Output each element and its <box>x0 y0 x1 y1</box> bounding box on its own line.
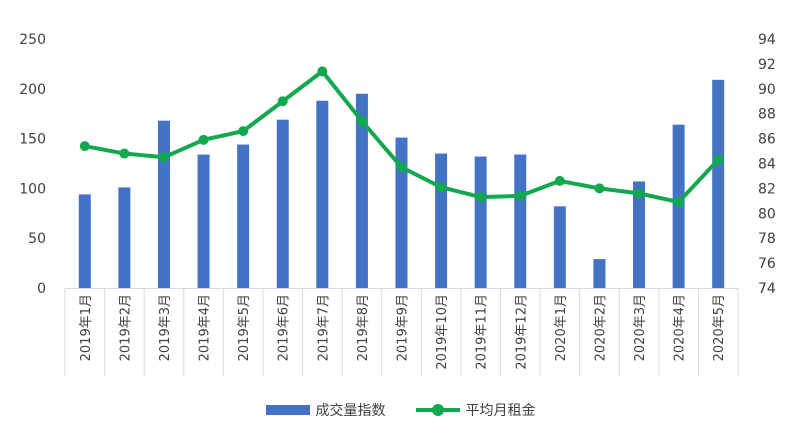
bar[interactable] <box>514 154 527 288</box>
legend-line-label: 平均月租金 <box>465 403 536 419</box>
right-tick-label: 92 <box>758 57 776 73</box>
bar[interactable] <box>712 79 725 288</box>
line-series <box>79 66 724 208</box>
right-tick-label: 88 <box>758 107 776 123</box>
legend-line-swatch <box>415 404 460 416</box>
left-tick-label: 150 <box>19 132 46 148</box>
category-label: 2019年7月 <box>316 294 331 361</box>
left-tick-label: 100 <box>19 181 46 197</box>
line-point[interactable] <box>554 175 565 186</box>
right-tick-label: 90 <box>758 82 776 98</box>
bar-series <box>78 79 725 289</box>
bar[interactable] <box>474 156 487 288</box>
bar[interactable] <box>553 206 566 288</box>
right-tick-label: 84 <box>758 157 776 173</box>
line-point[interactable] <box>317 66 328 77</box>
category-label: 2019年3月 <box>158 294 173 361</box>
bar[interactable] <box>355 93 368 288</box>
legend-bar-label: 成交量指数 <box>315 403 386 419</box>
line-point[interactable] <box>475 192 486 203</box>
left-tick-label: 250 <box>19 32 46 48</box>
category-label: 2020年2月 <box>593 294 608 361</box>
bar[interactable] <box>276 119 289 289</box>
bar[interactable] <box>118 187 131 288</box>
legend: 成交量指数 平均月租金 <box>0 398 801 422</box>
category-label: 2019年10月 <box>435 294 450 370</box>
legend-bar-swatch <box>265 405 310 415</box>
category-label: 2019年5月 <box>237 294 252 361</box>
category-label: 2019年11月 <box>475 294 490 370</box>
line-point[interactable] <box>119 148 130 159</box>
bar[interactable] <box>316 100 329 288</box>
left-tick-label: 50 <box>28 231 46 247</box>
bar[interactable] <box>197 154 210 288</box>
category-labels: 2019年1月 2019年2月 2019年3月 2019年4月 2019年5月 2019年… <box>79 294 727 370</box>
category-label: 2019年4月 <box>198 294 213 361</box>
category-label: 2019年9月 <box>396 294 411 361</box>
bar[interactable] <box>435 153 448 288</box>
category-label: 2019年12月 <box>514 294 529 370</box>
line-point[interactable] <box>238 126 249 137</box>
line-point[interactable] <box>634 188 645 199</box>
category-label: 2019年6月 <box>277 294 292 361</box>
line-point[interactable] <box>713 154 724 165</box>
category-label: 2019年2月 <box>118 294 133 361</box>
category-label: 2020年5月 <box>712 294 727 361</box>
line-point[interactable] <box>436 182 447 193</box>
line-point[interactable] <box>396 162 407 173</box>
legend-item-bar[interactable]: 成交量指数 <box>265 400 386 420</box>
line-point[interactable] <box>277 96 288 107</box>
left-tick-label: 0 <box>37 281 46 297</box>
bar[interactable] <box>593 259 606 288</box>
right-tick-label: 82 <box>758 181 776 197</box>
category-label: 2020年1月 <box>554 294 569 361</box>
right-tick-label: 86 <box>758 132 776 148</box>
bar[interactable] <box>237 144 250 288</box>
line-point[interactable] <box>515 190 526 201</box>
bar[interactable] <box>157 120 170 288</box>
line-point[interactable] <box>79 141 90 152</box>
left-tick-label: 200 <box>19 82 46 98</box>
line-point[interactable] <box>158 152 169 163</box>
right-tick-label: 78 <box>758 231 776 247</box>
right-tick-label: 94 <box>758 32 776 48</box>
category-label: 2020年4月 <box>673 294 688 361</box>
bar[interactable] <box>633 181 646 288</box>
category-label: 2020年3月 <box>633 294 648 361</box>
category-separators <box>64 288 739 376</box>
left-axis-ticks: 0 50 100 150 200 250 <box>19 32 46 297</box>
legend-item-line[interactable]: 平均月租金 <box>415 400 536 420</box>
line-point[interactable] <box>356 116 367 127</box>
right-axis-ticks: 74 76 78 80 82 84 86 88 90 92 94 <box>758 32 776 297</box>
line-point[interactable] <box>594 183 605 194</box>
bar[interactable] <box>78 194 91 288</box>
category-label: 2019年1月 <box>79 294 94 361</box>
line-point[interactable] <box>673 197 684 208</box>
bar[interactable] <box>395 137 408 288</box>
line-point[interactable] <box>198 134 209 145</box>
right-tick-label: 76 <box>758 256 776 272</box>
category-label: 2019年8月 <box>356 294 371 361</box>
right-tick-label: 74 <box>758 281 776 297</box>
right-tick-label: 80 <box>758 206 776 222</box>
